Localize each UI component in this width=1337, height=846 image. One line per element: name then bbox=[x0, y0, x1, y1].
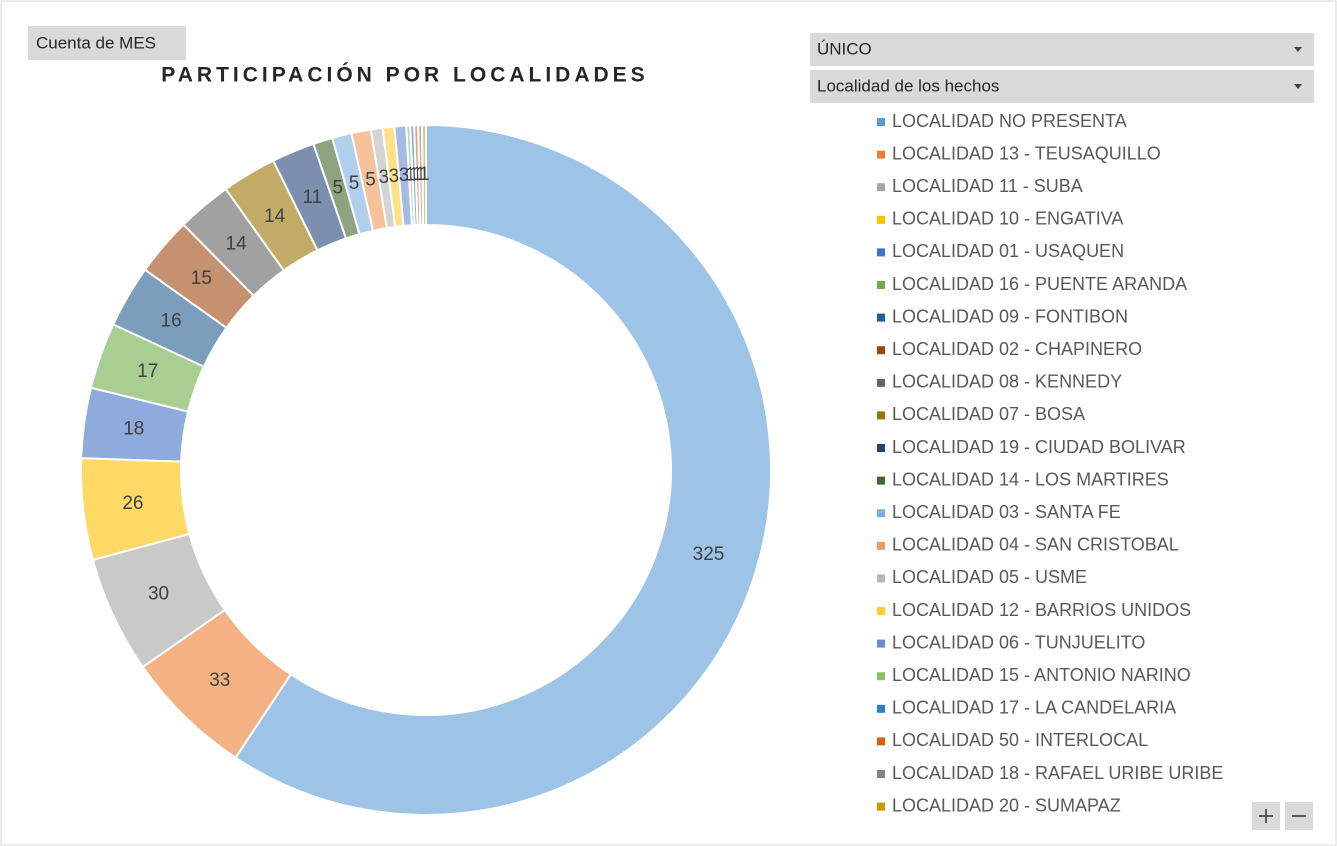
legend-label: LOCALIDAD 07 - BOSA bbox=[892, 404, 1085, 424]
legend-label: LOCALIDAD 18 - RAFAEL URIBE URIBE bbox=[892, 763, 1223, 783]
legend-swatch bbox=[877, 737, 885, 746]
legend-label: LOCALIDAD 02 - CHAPINERO bbox=[892, 339, 1142, 359]
legend-label: LOCALIDAD 05 - USME bbox=[892, 567, 1087, 587]
data-label: 11 bbox=[302, 187, 322, 208]
value-field-button[interactable] bbox=[28, 26, 186, 60]
dropdown-arrow bbox=[1294, 84, 1302, 89]
legend-label: LOCALIDAD 04 - SAN CRISTOBAL bbox=[892, 535, 1179, 555]
dropdown-arrow bbox=[1294, 47, 1302, 52]
legend-swatch bbox=[877, 281, 885, 289]
data-label: 16 bbox=[161, 311, 182, 332]
data-label: 5 bbox=[365, 169, 376, 190]
legend-swatch bbox=[877, 574, 885, 583]
legend-label: LOCALIDAD 16 - PUENTE ARANDA bbox=[892, 274, 1187, 294]
slice bbox=[234, 123, 772, 816]
legend-label: LOCALIDAD 19 - CIUDAD BOLIVAR bbox=[892, 437, 1186, 457]
legend-label: LOCALIDAD 10 - ENGATIVA bbox=[892, 209, 1123, 229]
legend-label: LOCALIDAD 11 - SUBA bbox=[892, 176, 1083, 196]
data-label: 325 bbox=[693, 544, 725, 565]
legend-swatch bbox=[877, 509, 885, 518]
data-label: 18 bbox=[123, 419, 144, 440]
legend-label: LOCALIDAD 17 - LA CANDELARIA bbox=[892, 698, 1176, 718]
legend-label: LOCALIDAD 13 - TEUSAQUILLO bbox=[892, 143, 1161, 163]
data-label: 15 bbox=[191, 268, 212, 289]
legend-swatch bbox=[877, 183, 885, 192]
legend-swatch bbox=[877, 802, 885, 811]
data-label: 1 bbox=[405, 164, 416, 185]
data-label: 17 bbox=[137, 361, 158, 382]
legend-swatch bbox=[877, 118, 885, 126]
plus-icon bbox=[1259, 809, 1273, 823]
legend-swatch bbox=[877, 248, 885, 257]
legend-swatch bbox=[877, 770, 885, 778]
data-label: 5 bbox=[332, 178, 343, 199]
value-field-label: Cuenta de MES bbox=[36, 33, 156, 52]
data-label: 3 bbox=[399, 165, 410, 186]
data-label: 14 bbox=[264, 206, 286, 227]
legend-swatch bbox=[877, 378, 885, 387]
legend-swatch bbox=[877, 411, 885, 420]
filter-field-button[interactable] bbox=[810, 33, 1314, 66]
data-label: 30 bbox=[148, 584, 169, 605]
legend-label: LOCALIDAD 15 - ANTONIO NARINO bbox=[892, 665, 1191, 685]
data-label: 1 bbox=[416, 164, 427, 185]
axis-field-label: Localidad de los hechos bbox=[817, 76, 999, 95]
legend-label: LOCALIDAD NO PRESENTA bbox=[892, 111, 1127, 131]
legend-swatch bbox=[877, 346, 885, 355]
legend-swatch bbox=[877, 639, 885, 648]
legend-swatch bbox=[877, 476, 885, 485]
data-label: 33 bbox=[209, 670, 230, 691]
data-label: 14 bbox=[226, 233, 248, 254]
legend-label: LOCALIDAD 20 - SUMAPAZ bbox=[892, 795, 1121, 815]
legend-label: LOCALIDAD 09 - FONTIBON bbox=[892, 306, 1128, 326]
axis-field-button[interactable] bbox=[810, 70, 1314, 103]
legend-swatch bbox=[877, 444, 885, 452]
legend-swatch bbox=[877, 313, 885, 322]
chart-title: PARTICIPACIÓN POR LOCALIDADES bbox=[161, 63, 648, 87]
filter-field-label: ÚNICO bbox=[817, 39, 872, 58]
data-label: 5 bbox=[349, 173, 360, 194]
legend-label: LOCALIDAD 06 - TUNJUELITO bbox=[892, 632, 1145, 652]
slice bbox=[421, 123, 427, 227]
legend-label: LOCALIDAD 12 - BARRIOS UNIDOS bbox=[892, 600, 1191, 620]
legend-swatch bbox=[877, 704, 885, 713]
data-label: 1 bbox=[409, 164, 420, 185]
legend-swatch bbox=[877, 672, 885, 681]
legend-label: LOCALIDAD 14 - LOS MARTIRES bbox=[892, 469, 1169, 489]
data-label: 1 bbox=[412, 164, 423, 185]
legend-swatch bbox=[877, 150, 885, 159]
legend-swatch bbox=[877, 541, 885, 550]
legend-swatch bbox=[877, 215, 885, 224]
data-label: 3 bbox=[379, 167, 390, 188]
data-label: 1 bbox=[419, 164, 430, 185]
legend-label: LOCALIDAD 01 - USAQUEN bbox=[892, 241, 1124, 261]
legend-label: LOCALIDAD 08 - KENNEDY bbox=[892, 372, 1122, 392]
data-label: 26 bbox=[122, 493, 143, 514]
legend-swatch bbox=[877, 607, 885, 615]
data-label: 3 bbox=[389, 166, 400, 187]
legend-label: LOCALIDAD 03 - SANTA FE bbox=[892, 502, 1121, 522]
legend-label: LOCALIDAD 50 - INTERLOCAL bbox=[892, 730, 1148, 750]
